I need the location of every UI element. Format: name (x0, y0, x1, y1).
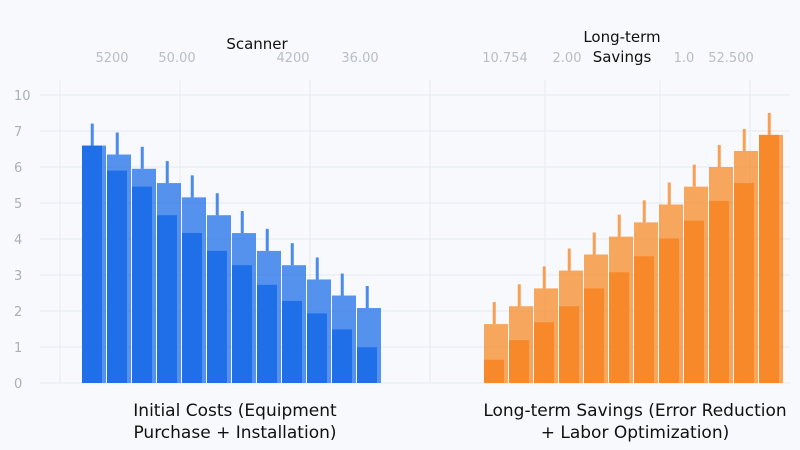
bar-front (609, 272, 629, 383)
error-bar (642, 200, 646, 223)
error-bar (617, 214, 621, 237)
bar-front (207, 250, 227, 383)
bar-front (484, 359, 504, 383)
panel-heading: Scanner (226, 35, 288, 53)
bar-front (684, 220, 704, 383)
caption-left: Initial Costs (Equipment Purchase + Insta… (100, 400, 370, 444)
bar-front (257, 284, 277, 383)
y-tick-label: 2 (14, 305, 22, 320)
bar-front (709, 200, 729, 383)
caption-right: Long-term Savings (Error Reduction + Labo… (470, 400, 800, 444)
error-bar (517, 284, 521, 307)
error-bar (165, 161, 169, 184)
y-tick-label: 5 (14, 197, 22, 212)
bar-front (107, 170, 127, 383)
y-tick-label: 6 (14, 161, 22, 176)
panel-heading: Savings (593, 48, 652, 66)
panel-heading: Long-term (583, 28, 660, 46)
top-label: 4200 (276, 51, 309, 66)
bar-front (759, 134, 779, 383)
caption-line: + Labor Optimization) (540, 423, 730, 443)
bar-front (357, 347, 377, 383)
error-bar (667, 182, 671, 205)
bar-front (307, 313, 327, 383)
error-bar (767, 112, 771, 135)
error-bar (365, 286, 369, 309)
y-tick-label: 7 (14, 125, 22, 140)
bar-front (182, 233, 202, 383)
bar-front (734, 183, 754, 383)
y-tick-label: 1 (14, 341, 22, 356)
bar-front (332, 329, 352, 383)
y-tick-label: 3 (14, 269, 22, 284)
bar-front (282, 300, 302, 383)
error-bar (190, 175, 194, 198)
error-bar (115, 132, 119, 155)
error-bar (140, 146, 144, 169)
error-bar (90, 123, 94, 146)
y-tick-label: 4 (14, 233, 22, 248)
error-bar (542, 266, 546, 289)
bar-front (82, 145, 102, 383)
top-label: 2.00 (553, 51, 582, 66)
y-tick-label: 0 (14, 377, 22, 392)
error-bar (592, 232, 596, 255)
top-label: 50.00 (158, 51, 195, 66)
top-label: 5200 (95, 51, 128, 66)
bar-front (132, 186, 152, 383)
error-bar (290, 243, 294, 266)
error-bar (315, 257, 319, 280)
bar-front (584, 288, 604, 383)
error-bar (240, 211, 244, 234)
error-bar (340, 273, 344, 296)
top-label: 10.754 (482, 51, 528, 66)
caption-line: Initial Costs (Equipment (133, 401, 337, 421)
bar-front (634, 256, 654, 383)
error-bar (742, 128, 746, 151)
error-bar (492, 302, 496, 325)
y-tick-label: 10 (14, 89, 31, 104)
error-bar (717, 145, 721, 168)
bar-front (509, 340, 529, 383)
top-label: 36.00 (341, 51, 378, 66)
bar-front (157, 215, 177, 383)
error-bar (265, 228, 269, 251)
bar-front (659, 238, 679, 383)
error-bar (692, 164, 696, 187)
error-bar (215, 193, 219, 216)
error-bar (567, 248, 571, 271)
bar-front (232, 265, 252, 383)
caption-line: Purchase + Installation) (133, 423, 337, 443)
caption-line: Long-term Savings (Error Reduction (483, 401, 787, 421)
bar-front (534, 322, 554, 383)
top-label: 52.500 (708, 51, 754, 66)
top-label: 1.0 (674, 51, 695, 66)
bar-front (559, 306, 579, 383)
